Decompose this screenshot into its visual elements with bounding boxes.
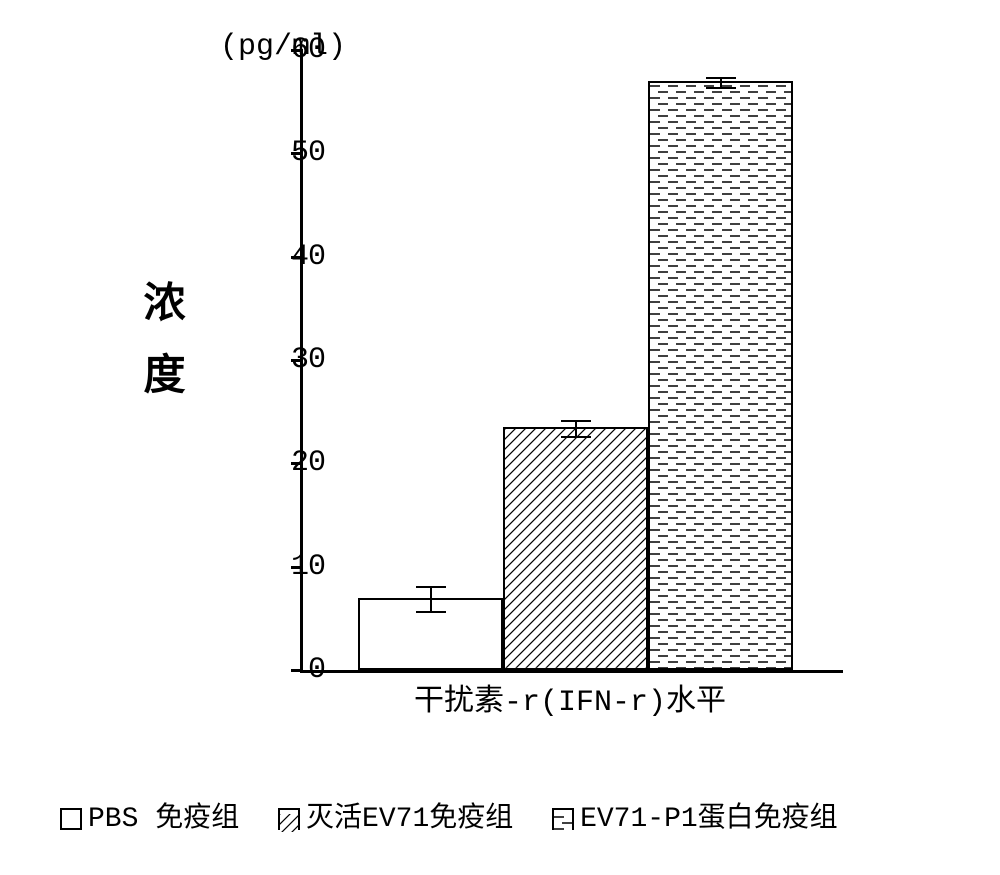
- y-tick-label: 0: [308, 653, 325, 687]
- legend: PBS 免疫组 灭活EV71免疫组 EV71-P1蛋白免疫组: [60, 795, 960, 835]
- legend-swatch-white: [60, 808, 82, 830]
- y-tick-label: 30: [291, 343, 325, 377]
- legend-label: PBS 免疫组: [88, 804, 239, 835]
- legend-item-pbs: PBS 免疫组: [60, 795, 239, 835]
- y-tick-label: 10: [291, 550, 325, 584]
- y-axis-title: 浓度: [130, 280, 191, 424]
- y-tick-label: 20: [291, 446, 325, 480]
- x-axis-label: 干扰素-r(IFN-r)水平: [300, 675, 840, 720]
- bar-ev71-p1-protein: [648, 81, 793, 670]
- y-tick: [291, 669, 303, 672]
- legend-item-p1-protein: EV71-P1蛋白免疫组: [552, 795, 838, 835]
- bar-inactivated-ev71: [503, 427, 648, 670]
- legend-item-inactivated: 灭活EV71免疫组: [278, 795, 513, 835]
- y-tick-label: 50: [291, 136, 325, 170]
- bar-pbs: [358, 598, 503, 670]
- legend-label: EV71-P1蛋白免疫组: [580, 804, 838, 835]
- legend-swatch-dashes: [552, 808, 574, 830]
- legend-swatch-diagonal: [278, 808, 300, 830]
- y-tick-label: 60: [291, 33, 325, 67]
- bar-chart: 浓度 (pg/ml) 干扰素-r(IFN-r)水平 0102030405060: [120, 30, 880, 750]
- legend-label: 灭活EV71免疫组: [306, 804, 513, 835]
- plot-area: [300, 50, 843, 673]
- y-tick-label: 40: [291, 240, 325, 274]
